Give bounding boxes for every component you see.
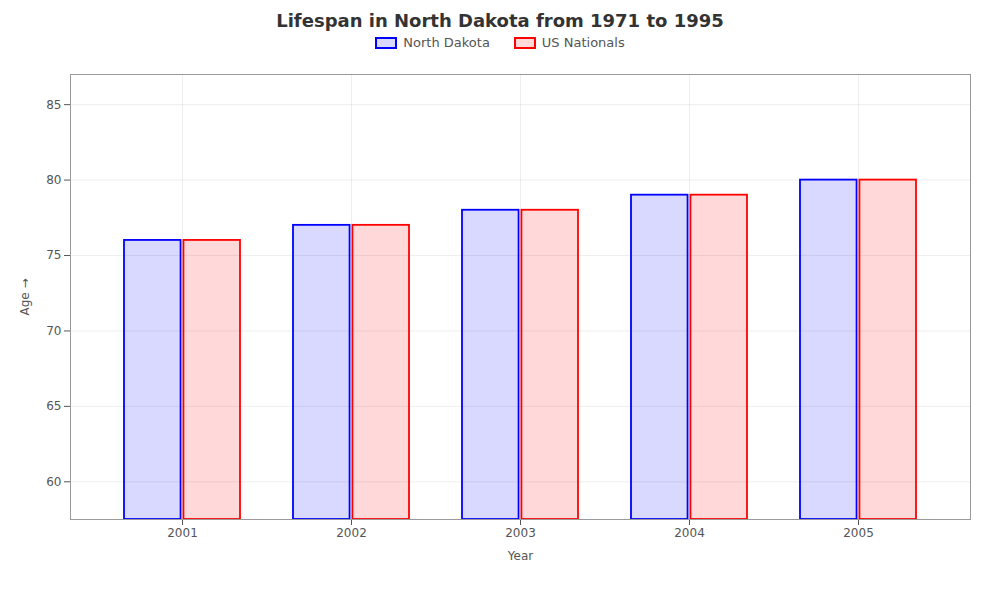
svg-text:2003: 2003 xyxy=(505,526,536,540)
svg-text:70: 70 xyxy=(46,324,61,338)
html-text:Lifespan in North Dakota from: Lifespan in North Dakota from 1971 to 19… xyxy=(276,10,724,31)
svg-text:60: 60 xyxy=(46,475,61,489)
svg-text:2002: 2002 xyxy=(336,526,367,540)
svg-text:2004: 2004 xyxy=(674,526,705,540)
svg-text:Age →: Age → xyxy=(18,278,32,315)
svg-text:Year: Year xyxy=(507,549,533,563)
svg-text:65: 65 xyxy=(46,399,61,413)
html-text:North Dakota: North Dakota xyxy=(403,35,490,50)
svg-text:2001: 2001 xyxy=(167,526,198,540)
svg-text:2005: 2005 xyxy=(843,526,874,540)
svg-text:85: 85 xyxy=(46,98,61,112)
svg-text:80: 80 xyxy=(46,173,61,187)
svg-text:75: 75 xyxy=(46,248,61,262)
html-text:US Nationals: US Nationals xyxy=(541,35,625,50)
